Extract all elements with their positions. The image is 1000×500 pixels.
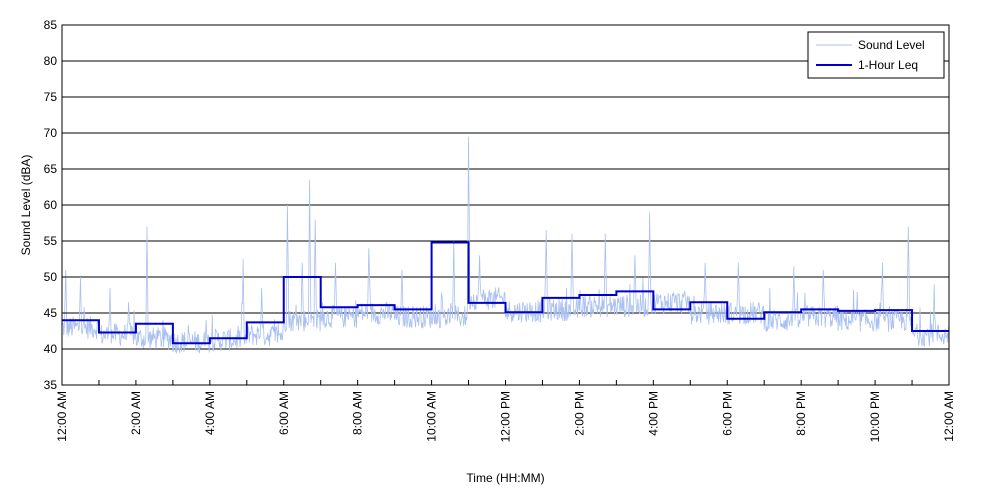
x-tick-label: 8:00 AM <box>351 391 365 435</box>
x-tick-label: 6:00 AM <box>277 391 291 435</box>
x-tick-label: 2:00 PM <box>572 391 586 436</box>
y-tick-label: 55 <box>44 234 58 248</box>
x-tick-label: 10:00 AM <box>425 391 439 442</box>
grid-lines <box>62 60 949 350</box>
x-tick-label: 4:00 PM <box>646 391 660 436</box>
legend: Sound Level 1-Hour Leq <box>807 31 945 79</box>
series-layer <box>61 136 950 354</box>
x-tick-label: 12:00 PM <box>499 391 513 442</box>
legend-label-sound-level: Sound Level <box>858 38 925 52</box>
y-tick-label: 40 <box>44 342 58 356</box>
x-tick-label: 4:00 AM <box>203 391 217 435</box>
y-tick-label: 60 <box>44 198 58 212</box>
x-tick-label: 6:00 PM <box>720 391 734 436</box>
x-tick-label: 12:00 AM <box>55 391 69 442</box>
series-line-1-hour-leq <box>62 241 949 345</box>
x-tick-label: 10:00 PM <box>868 391 882 442</box>
y-tick-label: 70 <box>44 126 58 140</box>
x-axis-label: Time (HH:MM) <box>466 471 544 485</box>
x-tick-label: 8:00 PM <box>794 391 808 436</box>
y-tick-label: 75 <box>44 90 58 104</box>
y-tick-label: 80 <box>44 54 58 68</box>
y-tick-label: 45 <box>44 306 58 320</box>
y-tick-label: 35 <box>44 378 58 392</box>
axis-ticks: 35 40 45 50 55 60 65 70 75 80 85 12:00 AM 2:00 AM 4:0… <box>44 18 956 442</box>
y-axis-label: Sound Level (dBA) <box>19 155 33 256</box>
x-tick-label: 12:00 AM <box>942 391 956 442</box>
y-tick-label: 65 <box>44 162 58 176</box>
legend-box <box>807 31 945 79</box>
x-tick-label: 2:00 AM <box>129 391 143 435</box>
legend-label-1-hour-leq: 1-Hour Leq <box>858 58 918 72</box>
y-tick-label: 85 <box>44 18 58 32</box>
y-tick-label: 50 <box>44 270 58 284</box>
